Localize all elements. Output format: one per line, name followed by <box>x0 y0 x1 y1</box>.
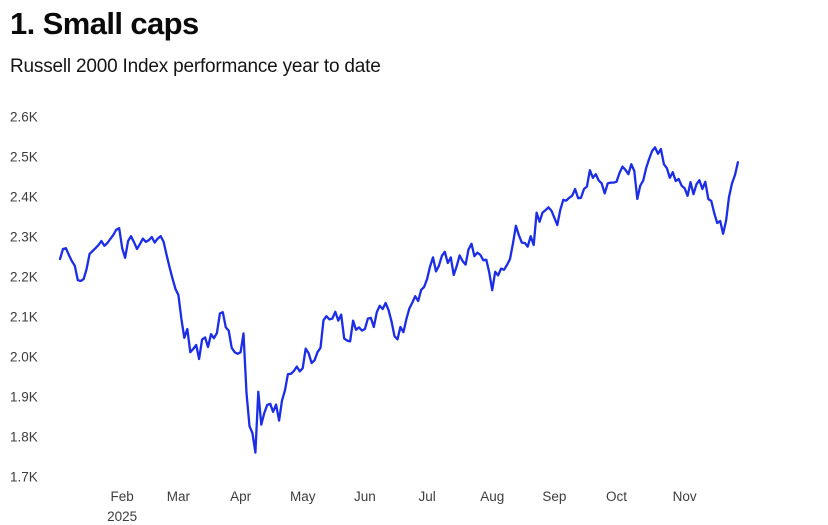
x-axis-label: Sep <box>542 489 566 504</box>
x-axis-label: Mar <box>167 489 191 504</box>
chart-header: 1. Small caps Russell 2000 Index perform… <box>10 6 381 78</box>
y-axis-label: 2.6K <box>10 110 38 125</box>
x-axis-label: Jul <box>418 489 435 504</box>
y-axis-label: 1.7K <box>10 470 38 485</box>
y-axis-label: 2.1K <box>10 310 38 325</box>
chart-title: 1. Small caps <box>10 6 199 41</box>
y-axis-label: 2.5K <box>10 150 38 165</box>
x-axis-label: Oct <box>606 489 627 504</box>
y-axis-label: 2.3K <box>10 230 38 245</box>
x-axis-label: May <box>290 489 316 504</box>
x-axis-label: Jun <box>354 489 376 504</box>
y-axis-label: 2.2K <box>10 270 38 285</box>
russell-2000-line <box>58 146 740 454</box>
x-axis-label: Nov <box>673 489 697 504</box>
x-axis-label: Feb <box>111 489 134 504</box>
y-axis-label: 1.8K <box>10 430 38 445</box>
year-label: 2025 <box>107 509 137 524</box>
y-axis-label: 2.0K <box>10 350 38 365</box>
y-axis-label: 1.9K <box>10 390 38 405</box>
chart-subtitle: Russell 2000 Index performance year to d… <box>10 56 381 77</box>
y-axis-label: 2.4K <box>10 190 38 205</box>
x-axis-label: Aug <box>480 489 504 504</box>
x-axis-label: Apr <box>230 489 252 504</box>
